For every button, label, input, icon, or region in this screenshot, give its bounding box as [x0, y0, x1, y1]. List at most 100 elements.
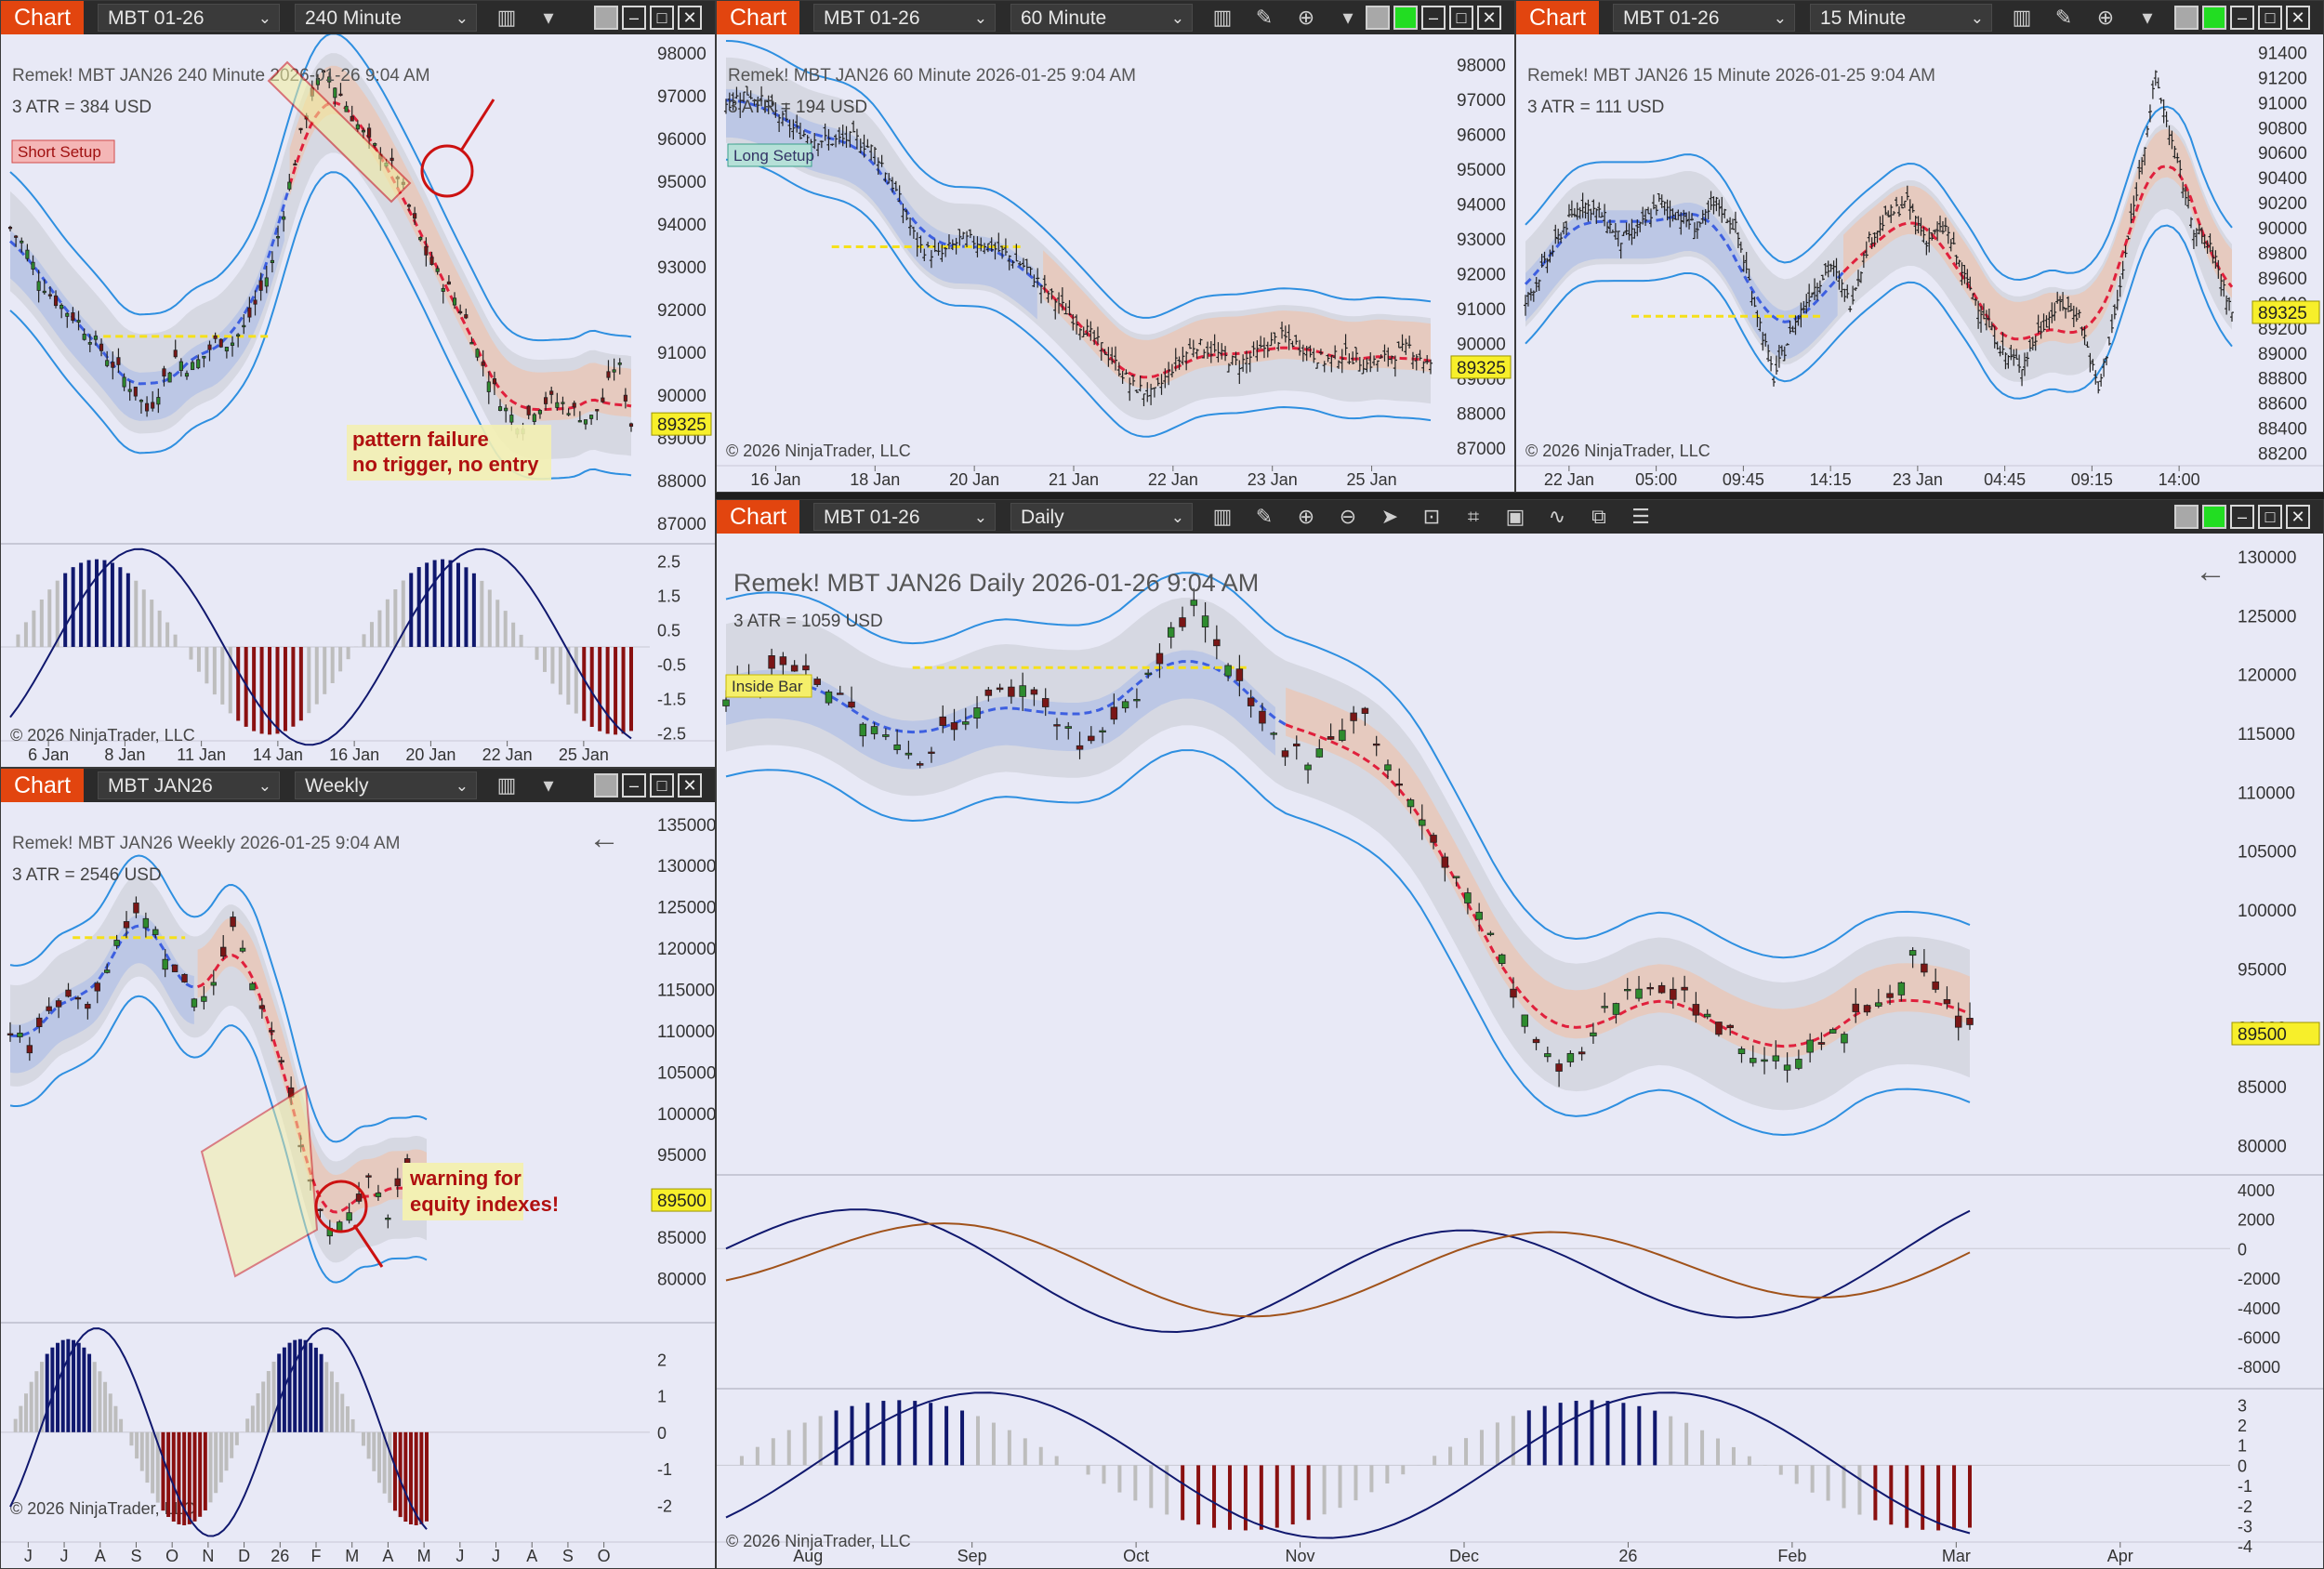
price-bar — [1304, 762, 1312, 784]
histogram-bar — [598, 647, 602, 732]
drawing-icon[interactable]: ⌗ — [1467, 505, 1480, 528]
note-line: warning for — [409, 1167, 522, 1190]
instrument-selector[interactable]: MBT 01-26 ⌄ — [1613, 4, 1795, 32]
chart-svg[interactable]: 1300001250001200001150001100001050001000… — [717, 534, 2323, 1568]
interval-selector[interactable]: 15 Minute ⌄ — [1810, 4, 1992, 32]
chart-area[interactable]: 135000 130000 125000 120000 115000 110000 1050… — [1, 802, 715, 1568]
chart-svg[interactable]: 98000 97000 96000 95000 94000 93000 92000 91000… — [1, 33, 715, 767]
chart-area[interactable]: 130000 125000 120000 115000 110000 105000 1000… — [717, 534, 2323, 1568]
interval-selector[interactable]: Weekly ⌄ — [295, 771, 477, 799]
price-bar — [979, 237, 984, 252]
window-green-button[interactable] — [2202, 6, 2226, 30]
histogram-bar — [228, 647, 232, 714]
window-min-button[interactable]: – — [2230, 6, 2254, 30]
chart-svg[interactable]: 91400 91200 91000 90800 90600 90400 90200 90000… — [1516, 34, 2323, 492]
strategy-icon[interactable]: ⧉ — [1591, 505, 1606, 528]
window-min-button[interactable]: – — [2230, 505, 2254, 529]
chart-tab[interactable]: Chart — [1516, 1, 1600, 34]
window-max-button[interactable]: □ — [650, 6, 674, 30]
interval-selector[interactable]: 60 Minute ⌄ — [1010, 4, 1193, 32]
pencil-icon[interactable]: ✎ — [2054, 6, 2073, 29]
price-bar — [815, 143, 821, 157]
price-bar — [922, 248, 927, 261]
chart-tab[interactable]: Chart — [1, 769, 85, 802]
interval-selector[interactable]: 240 Minute ⌄ — [295, 4, 477, 32]
window-min-button[interactable]: – — [622, 773, 646, 798]
price-bar — [1583, 202, 1588, 219]
bar-chart-icon[interactable]: ▥ — [2012, 6, 2032, 29]
window-gray-button[interactable] — [594, 773, 618, 798]
chart-area[interactable]: 91400 91200 91000 90800 90600 90400 90200 90000… — [1516, 34, 2323, 492]
window-close-button[interactable]: ✕ — [678, 6, 702, 30]
window-green-button[interactable] — [1393, 6, 1418, 30]
chart-tab[interactable]: Chart — [717, 500, 800, 534]
price-bar — [1524, 295, 1527, 316]
list-icon[interactable]: ☰ — [1631, 505, 1650, 528]
window-gray-button[interactable] — [1366, 6, 1390, 30]
snapshot-icon[interactable]: ▣ — [1505, 505, 1525, 528]
window-min-button[interactable]: – — [1421, 6, 1446, 30]
interval-selector[interactable]: Daily ⌄ — [1010, 503, 1193, 531]
price-bar — [1088, 726, 1095, 745]
pencil-icon[interactable]: ✎ — [1255, 6, 1274, 29]
chevron-down-icon[interactable]: ▾ — [1342, 6, 1353, 29]
zoom-in-icon[interactable]: ⊕ — [2096, 6, 2115, 29]
price-bar — [1965, 269, 1970, 289]
chart-svg[interactable]: 98000 97000 96000 95000 94000 93000 92000 91000… — [717, 34, 1514, 492]
window-min-button[interactable]: – — [622, 6, 646, 30]
pencil-icon[interactable]: ✎ — [1255, 505, 1274, 528]
window-gray-button[interactable] — [2174, 6, 2199, 30]
data-box-icon[interactable]: ⊡ — [1422, 505, 1441, 528]
price-tick-label: 95000 — [657, 173, 706, 192]
chevron-down-icon[interactable]: ▾ — [543, 773, 554, 797]
price-bar — [1372, 735, 1380, 757]
bar-chart-icon[interactable]: ▥ — [496, 773, 517, 797]
chart-area[interactable]: 98000 97000 96000 95000 94000 93000 92000 91000… — [1, 33, 715, 767]
bar-chart-icon[interactable]: ▥ — [1212, 6, 1233, 29]
window-gray-button[interactable] — [2174, 505, 2199, 529]
zoom-in-icon[interactable]: ⊕ — [1297, 505, 1315, 528]
price-bar — [375, 1184, 382, 1201]
zoom-out-icon[interactable]: ⊖ — [1339, 505, 1357, 528]
atr-label: 3 ATR = 194 USD — [728, 98, 867, 117]
window-max-button[interactable]: □ — [650, 773, 674, 798]
instrument-selector[interactable]: MBT 01-26 ⌄ — [813, 4, 996, 32]
window-close-button[interactable]: ✕ — [678, 773, 702, 798]
gray-icon — [596, 7, 616, 28]
bar-chart-icon[interactable]: ▥ — [496, 6, 517, 29]
downtrend-fill — [1286, 687, 1970, 1058]
instrument-selector[interactable]: MBT 01-26 ⌄ — [813, 503, 996, 531]
window-max-button[interactable]: □ — [2258, 505, 2282, 529]
chart-svg[interactable]: 135000 130000 125000 120000 115000 110000 1050… — [1, 802, 715, 1568]
cursor-icon[interactable]: ➤ — [1380, 505, 1399, 528]
window-max-button[interactable]: □ — [1449, 6, 1473, 30]
interval-value: Daily — [1021, 507, 1064, 528]
window-gray-button[interactable] — [594, 6, 618, 30]
chart-tab[interactable]: Chart — [717, 1, 800, 34]
instrument-selector[interactable]: MBT 01-26 ⌄ — [98, 4, 280, 32]
window-green-button[interactable] — [2202, 505, 2226, 529]
histogram-bar — [19, 1405, 23, 1432]
price-bar — [1281, 747, 1289, 766]
price-bar — [1919, 218, 1923, 236]
chevron-down-icon[interactable]: ▾ — [543, 6, 554, 29]
zoom-in-icon[interactable]: ⊕ — [1297, 6, 1315, 29]
window-max-button[interactable]: □ — [2258, 6, 2282, 30]
indicator-icon[interactable]: ∿ — [1548, 505, 1566, 528]
histogram-bar — [535, 647, 539, 660]
window-close-button[interactable]: ✕ — [2286, 505, 2310, 529]
price-bar — [2115, 289, 2119, 310]
bar-chart-icon[interactable]: ▥ — [1212, 505, 1233, 528]
instrument-selector[interactable]: MBT JAN26 ⌄ — [98, 771, 280, 799]
signal-line — [9, 1327, 428, 1537]
chart-window-w60: Chart MBT 01-26 ⌄ 60 Minute ⌄ ▥ ✎ ⊕ ▾ – □ ✕ 98000 970… — [716, 0, 1515, 493]
chart-area[interactable]: 98000 97000 96000 95000 94000 93000 92000 91000… — [717, 34, 1514, 492]
price-bar — [441, 283, 445, 304]
price-bar — [469, 336, 474, 345]
window-close-button[interactable]: ✕ — [1477, 6, 1501, 30]
chart-tab[interactable]: Chart — [1, 1, 85, 34]
price-bar — [105, 350, 110, 368]
window-close-button[interactable]: ✕ — [2286, 6, 2310, 30]
price-bar — [1790, 325, 1795, 333]
chevron-down-icon[interactable]: ▾ — [2142, 6, 2153, 29]
